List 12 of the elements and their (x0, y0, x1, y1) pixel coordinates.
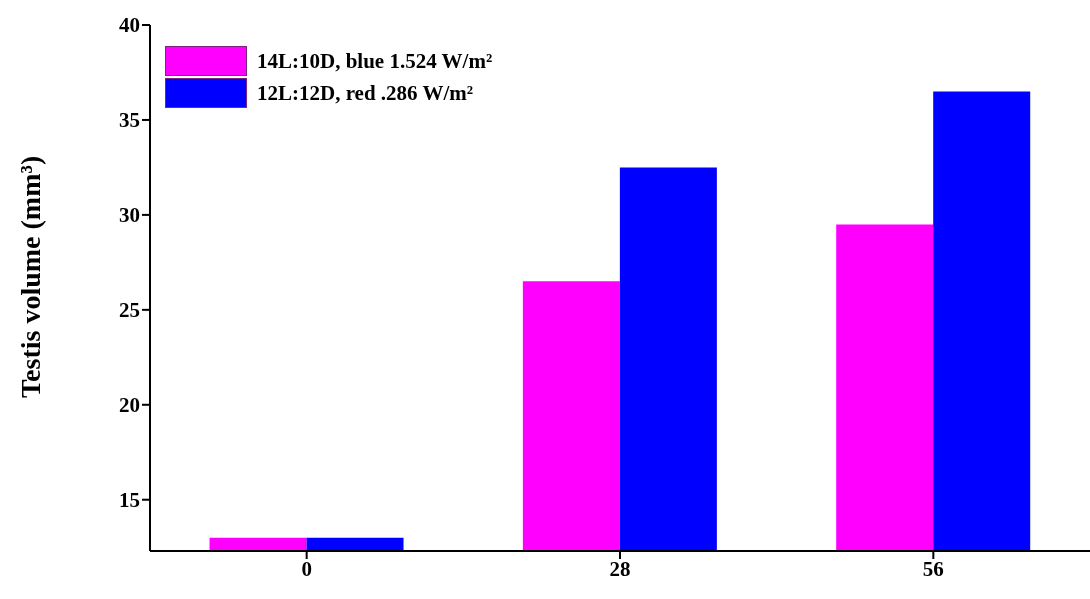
y-tick-label: 15 (119, 488, 140, 513)
legend-label: 12L:12D, red .286 W/m² (257, 80, 474, 106)
y-tick-label: 20 (119, 393, 140, 418)
legend-label: 14L:10D, blue 1.524 W/m² (257, 48, 493, 74)
x-tick-label: 56 (922, 556, 944, 581)
x-tick-label: 28 (609, 556, 631, 581)
y-tick-label: 40 (119, 13, 140, 38)
y-axis-title: Testis volume (mm³) (14, 155, 46, 398)
y-tick-label: 35 (119, 108, 140, 133)
x-tick-label: 0 (301, 556, 312, 581)
y-tick-label: 30 (119, 203, 140, 228)
y-tick-label: 25 (119, 298, 140, 323)
